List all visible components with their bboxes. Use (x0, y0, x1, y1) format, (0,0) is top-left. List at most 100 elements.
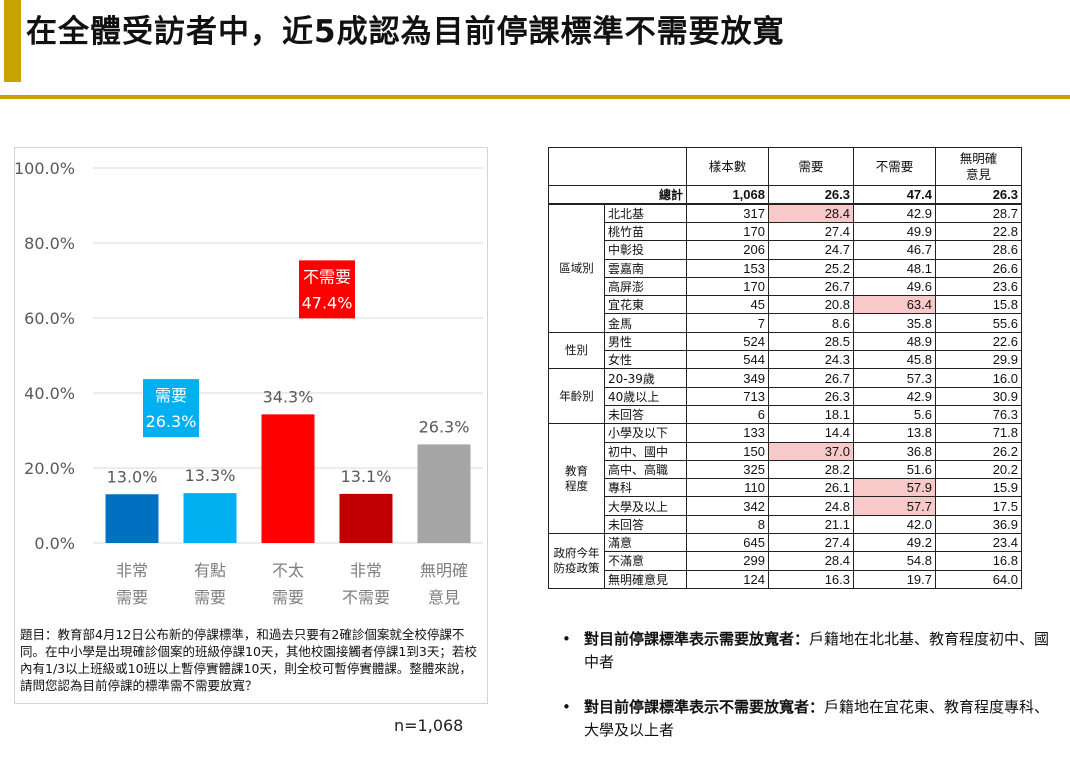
table-cell: 26.2 (935, 441, 1022, 461)
table-row-label: 男性 (604, 331, 687, 352)
y-tick-label: 100.0% (15, 159, 75, 178)
table-column-header: 需要 (768, 147, 854, 186)
table-row-label: 滿意 (604, 533, 687, 553)
table-row-label: 女性 (604, 350, 687, 370)
x-tick-label: 意見 (428, 588, 460, 607)
table-cell: 55.6 (935, 313, 1022, 333)
table-cell: 28.4 (768, 551, 854, 571)
table-row: 專科 110 26.1 57.9 15.9 (549, 478, 1022, 498)
table-header-row: 樣本數 需要 不需要 無明確 意見 (548, 147, 1022, 186)
table-cell: 133 (686, 423, 769, 443)
table-cell: 23.6 (935, 276, 1022, 297)
table-cell: 71.8 (935, 423, 1022, 443)
table-group-label: 年齡別 (548, 368, 605, 425)
table-row: 女性 544 24.3 45.8 29.9 (549, 350, 1022, 370)
table-row-label: 宜花東 (604, 295, 687, 315)
table-header-corner (548, 147, 687, 186)
x-tick-label: 有點 (194, 561, 226, 580)
table-cell: 6 (686, 404, 769, 425)
x-tick-label: 無明確 (420, 561, 468, 580)
y-tick-label: 60.0% (24, 309, 75, 328)
table-row: 教育 程度 小學及以下 133 14.4 13.8 71.8 (548, 423, 1022, 535)
table-cell-highlighted: 57.9 (853, 478, 936, 498)
table-cell: 325 (686, 459, 769, 480)
table-cell: 26.3 (768, 185, 854, 205)
table-cell: 15.8 (935, 295, 1022, 315)
table-cell: 26.7 (768, 368, 854, 388)
table-cell: 76.3 (935, 404, 1022, 425)
table-row: 宜花東 45 20.8 63.4 15.8 (549, 295, 1022, 315)
table-row: 桃竹苗 170 27.4 49.9 22.8 (549, 221, 1022, 242)
table-cell: 26.6 (935, 258, 1022, 278)
table-cell: 26.7 (768, 276, 854, 297)
table-row-label: 未回答 (604, 404, 687, 425)
table-row-label: 專科 (604, 478, 687, 498)
table-cell: 20.2 (935, 459, 1022, 480)
table-group-label-text: 教育 (565, 463, 588, 478)
table-cell: 47.4 (853, 185, 936, 205)
table-group-label: 政府今年 防疫政策 (548, 533, 605, 589)
table-column-header-text: 需要 (798, 158, 824, 174)
finding-lead: 對目前停課標準表示不需要放寬者： (584, 698, 825, 716)
table-row: 區域別 北北基 317 28.4 42.9 28.7 (548, 203, 1022, 333)
table-cell: 24.3 (768, 350, 854, 370)
table-cell: 48.9 (853, 331, 936, 352)
x-tick-label: 需要 (194, 588, 226, 607)
table-cell: 206 (686, 240, 769, 260)
bar (183, 493, 237, 543)
table-cell: 46.7 (853, 240, 936, 260)
table-group-label-text: 年齡別 (559, 388, 594, 403)
table-group-label: 區域別 (548, 203, 605, 333)
table-cell: 49.2 (853, 533, 936, 553)
table-row: 高屏澎 170 26.7 49.6 23.6 (549, 276, 1022, 297)
table-row-label: 20-39歲 (604, 368, 687, 388)
table-cell: 317 (686, 203, 769, 223)
table-row-label: 桃竹苗 (604, 221, 687, 242)
table-cell: 45 (686, 295, 769, 315)
table-row: 未回答 8 21.1 42.0 36.9 (549, 514, 1022, 535)
table-cell-highlighted: 57.7 (853, 496, 936, 516)
table-cell: 124 (686, 569, 769, 589)
table-row: 未回答 6 18.1 5.6 76.3 (549, 404, 1022, 425)
table-cell: 25.2 (768, 258, 854, 278)
table-row-label: 北北基 (604, 203, 687, 223)
x-tick-label: 不太 (272, 561, 304, 580)
table-row: 無明確意見 124 16.3 19.7 64.0 (549, 569, 1022, 589)
title-bar: 在全體受訪者中，近5成認為目前停課標準不需要放寬 (0, 0, 1070, 100)
table-row: 中彰投 206 24.7 46.7 28.6 (549, 240, 1022, 260)
table-row: 金馬 7 8.6 35.8 55.6 (549, 313, 1022, 333)
sample-size-label: n=1,068 (394, 716, 464, 735)
table-cell: 23.4 (935, 533, 1022, 553)
table-total-row: 總計 1,068 26.3 47.4 26.3 (548, 185, 1022, 205)
table-row-label: 大學及以上 (604, 496, 687, 516)
table-column-header-text: 意見 (965, 166, 991, 182)
table-cell: 17.5 (935, 496, 1022, 516)
table-cell: 153 (686, 258, 769, 278)
bar (105, 494, 159, 543)
data-label: 26.3% (419, 417, 470, 436)
table-row-label: 中彰投 (604, 240, 687, 260)
table-cell: 645 (686, 533, 769, 553)
table-cell: 49.9 (853, 221, 936, 242)
crosstab-table-wrap: 樣本數 需要 不需要 無明確 意見 總計 1,068 26.3 47.4 26.3 區域別 北北基 31… (548, 147, 1022, 589)
table-cell: 36.9 (935, 514, 1022, 535)
y-tick-label: 40.0% (24, 384, 75, 403)
table-row: 政府今年 防疫政策 滿意 645 27.4 49.2 23.4 (548, 533, 1022, 589)
table-row-label: 40歲以上 (604, 386, 687, 406)
finding-item: • 對目前停課標準表示需要放寬者：戶籍地在北北基、教育程度初中、國中者 (562, 628, 1062, 674)
data-label: 34.3% (263, 387, 314, 406)
table-group-label-text: 防疫政策 (553, 560, 600, 575)
findings-list: • 對目前停課標準表示需要放寬者：戶籍地在北北基、教育程度初中、國中者 • 對目前停課… (562, 628, 1062, 764)
table-cell: 16.3 (768, 569, 854, 589)
table-cell: 299 (686, 551, 769, 571)
table-cell: 8.6 (768, 313, 854, 333)
finding-text: 戶籍地在北北基、教育程度初中、國中者 (584, 630, 1050, 671)
table-row-label: 高中、高職 (604, 459, 687, 480)
title-divider (0, 95, 1070, 99)
finding-lead: 對目前停課標準表示需要放寬者： (584, 630, 810, 648)
table-row: 性別 男性 524 28.5 48.9 22.6 (548, 331, 1022, 370)
table-column-header-text: 無明確 (959, 150, 998, 166)
table-cell: 19.7 (853, 569, 936, 589)
table-group-label-text: 區域別 (559, 260, 594, 275)
table-row-label: 小學及以下 (604, 423, 687, 443)
